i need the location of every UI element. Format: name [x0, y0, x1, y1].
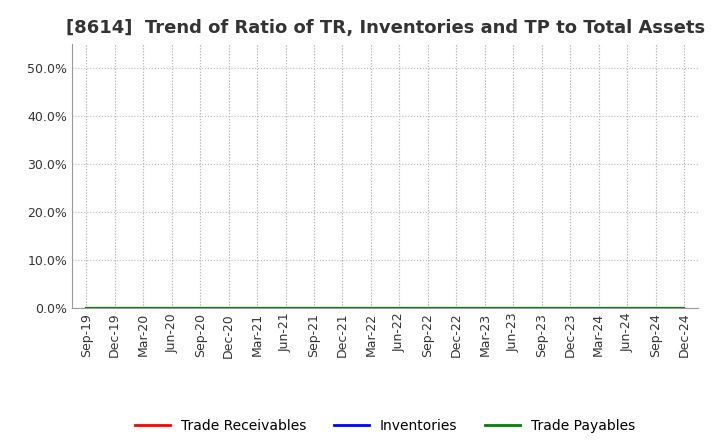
Legend: Trade Receivables, Inventories, Trade Payables: Trade Receivables, Inventories, Trade Pa… — [130, 413, 641, 438]
Title: [8614]  Trend of Ratio of TR, Inventories and TP to Total Assets: [8614] Trend of Ratio of TR, Inventories… — [66, 19, 705, 37]
